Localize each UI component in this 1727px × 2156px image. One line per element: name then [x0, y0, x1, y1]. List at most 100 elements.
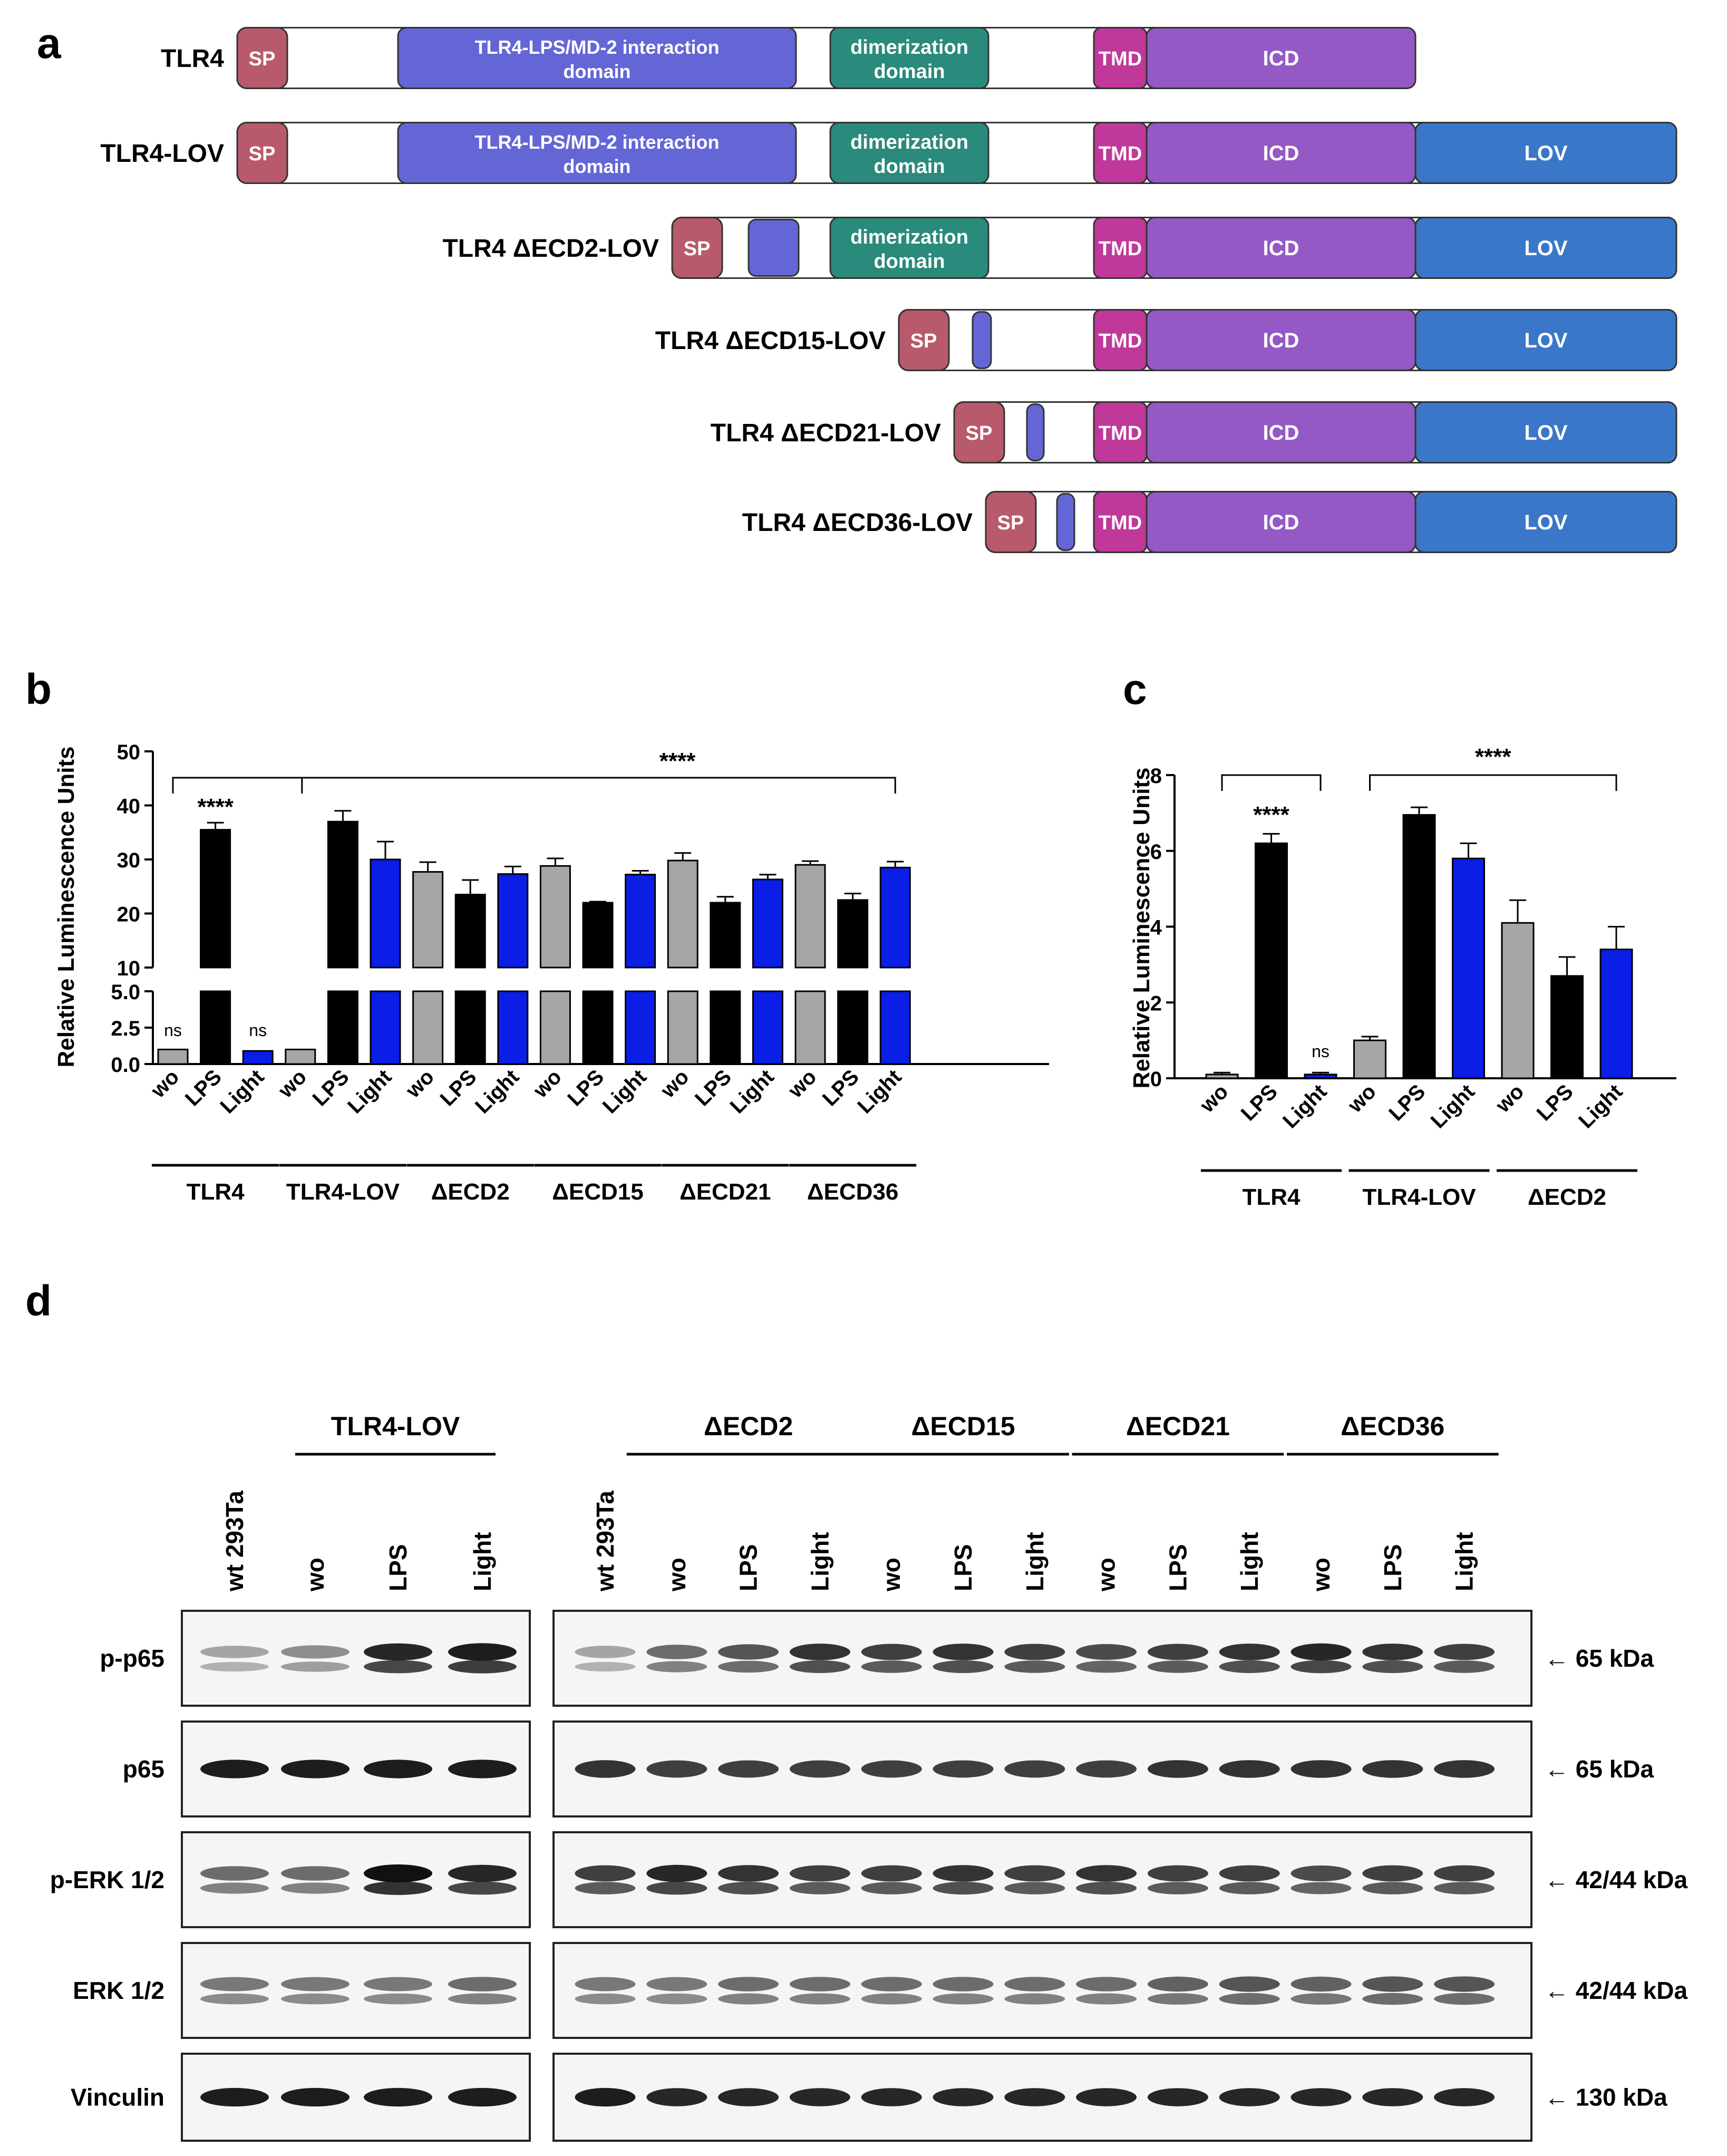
x-tick-label: LPS	[1532, 1080, 1578, 1125]
blot-band-lower	[364, 1660, 432, 1674]
blot-band-upper	[1076, 1644, 1137, 1660]
group-label: TLR4	[1243, 1184, 1301, 1210]
bar	[1599, 949, 1633, 1079]
blot-band-lower	[933, 1660, 994, 1674]
bar	[1353, 1039, 1386, 1079]
panel-label-a: a	[37, 20, 62, 67]
blot-band-upper	[1434, 1643, 1495, 1660]
y-tick-label: 50	[117, 741, 141, 764]
blot-band-upper	[861, 1977, 922, 1991]
ecd-label-line1: TLR4-LPS/MD-2 interaction	[474, 131, 719, 153]
lane-label: wo	[1093, 1558, 1120, 1592]
molecular-weight-marker: ← 130 kDa	[1545, 2084, 1667, 2111]
lane-label: wt 293Ta	[591, 1491, 619, 1592]
sp-domain	[985, 491, 1037, 553]
blot-band-lower	[1291, 1993, 1352, 2005]
bar	[1304, 1074, 1337, 1079]
bar-lower-part	[454, 990, 486, 1065]
ns-annotation: ns	[249, 1021, 267, 1040]
y-tick-label: 40	[117, 795, 141, 818]
sp-domain	[953, 401, 1005, 463]
blot-band-upper	[364, 1977, 432, 1991]
blot-band-upper	[1147, 1865, 1208, 1882]
blot-band-upper	[364, 1643, 432, 1661]
blot-band-upper	[448, 1643, 517, 1661]
bar	[200, 829, 231, 969]
blot-band-upper	[646, 1977, 707, 1991]
blot-band	[575, 2087, 636, 2107]
icd-label: ICD	[1263, 329, 1299, 352]
sp-domain	[671, 217, 723, 279]
blot-band-lower	[646, 1661, 707, 1672]
lane-label: wo	[302, 1558, 329, 1592]
blot-band-lower	[1362, 1993, 1423, 2005]
blot-band-upper	[1219, 1643, 1280, 1660]
sp-label: SP	[910, 330, 937, 352]
y-tick-label: 2	[1150, 992, 1162, 1015]
y-tick-label: 6	[1150, 840, 1162, 864]
bar	[1501, 922, 1535, 1079]
blot-band-upper	[1004, 1865, 1065, 1882]
blot-band-lower	[1219, 1882, 1280, 1894]
significance-stars: ****	[197, 794, 234, 820]
molecular-weight-marker: ← 42/44 kDa	[1545, 1866, 1687, 1893]
blot-band-lower	[364, 1993, 432, 2005]
blot-band	[1147, 1760, 1208, 1778]
lane-label: wo	[878, 1558, 905, 1592]
blot-band-lower	[789, 1993, 850, 2005]
blot-band	[646, 1760, 707, 1778]
blot-band	[1434, 1760, 1495, 1778]
blot-group-header: ΔECD2	[704, 1411, 793, 1441]
lov-domain	[1414, 491, 1677, 553]
blot-band-lower	[1076, 1660, 1137, 1673]
blot-band	[1291, 2088, 1352, 2106]
blot-band	[1004, 2088, 1065, 2106]
ecd-fragment	[972, 311, 992, 369]
sp-label: SP	[684, 238, 711, 260]
bar-lower-part	[752, 990, 783, 1065]
lov-label: LOV	[1524, 142, 1568, 165]
blot-band-lower	[718, 1881, 779, 1895]
x-tick-label: wo	[146, 1065, 183, 1103]
blot-band	[861, 2088, 922, 2106]
sp-domain	[236, 27, 288, 89]
blot-band	[1219, 2088, 1280, 2106]
blot-band-lower	[1004, 1993, 1065, 2005]
blot-band-upper	[1362, 1976, 1423, 1992]
blot-band-lower	[1434, 1993, 1495, 2005]
blot-band	[1147, 2088, 1208, 2106]
group-label: ΔECD2	[431, 1179, 510, 1205]
blot-band-lower	[933, 1881, 994, 1895]
blot-band-lower	[933, 1993, 994, 2005]
y-tick-label: 0.0	[111, 1053, 140, 1077]
construct-name: TLR4 ΔECD15-LOV	[655, 327, 886, 355]
y-axis-label: Relative Luminescence Units	[53, 747, 79, 1068]
blot-band-lower	[1362, 1882, 1423, 1894]
blot-band-lower	[861, 1993, 922, 2005]
panel-label-c: c	[1123, 665, 1147, 713]
bar	[1255, 842, 1288, 1079]
blot-band-lower	[364, 1881, 432, 1895]
ecd-fragment	[748, 219, 800, 277]
blot-band-upper	[1147, 1976, 1208, 1992]
group-label: ΔECD36	[807, 1179, 898, 1205]
blot-antibody-label: p65	[123, 1755, 164, 1783]
blot-band-upper	[200, 1646, 269, 1658]
blot-band-upper	[1362, 1865, 1423, 1882]
lane-label: Light	[1236, 1532, 1263, 1591]
bar	[1205, 1074, 1239, 1079]
significance-stars: ****	[1253, 802, 1289, 828]
blot-band-lower	[281, 1993, 350, 2005]
blot-group-header: TLR4-LOV	[331, 1411, 460, 1441]
construct-name: TLR4-LOV	[100, 140, 224, 168]
bar	[1550, 975, 1584, 1079]
dimerization-domain	[829, 217, 989, 279]
y-tick-label: 8	[1150, 765, 1162, 788]
sp-domain	[898, 309, 950, 371]
lane-label: LPS	[1164, 1544, 1191, 1591]
x-tick-label: Light	[598, 1065, 651, 1118]
lov-label: LOV	[1524, 237, 1568, 260]
